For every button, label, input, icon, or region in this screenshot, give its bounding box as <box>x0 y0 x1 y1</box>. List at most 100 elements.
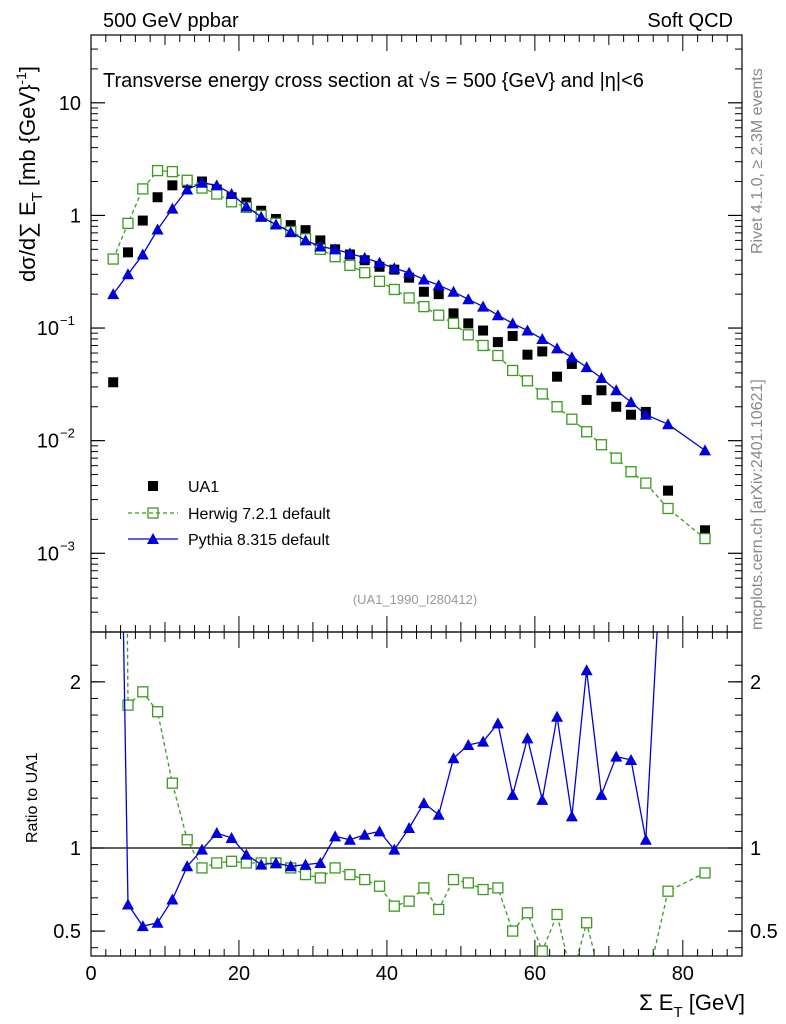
ratio-point-1 <box>491 717 504 729</box>
main-point-2 <box>121 268 134 280</box>
main-point-2 <box>314 240 327 252</box>
main-point-0 <box>478 325 489 336</box>
main-y-tick-label: 10 <box>37 318 59 340</box>
x-tick-label: 80 <box>672 963 694 985</box>
legend-herwig-label: Herwig 7.2.1 default <box>188 506 331 523</box>
main-point-0 <box>492 337 503 348</box>
main-point-1 <box>492 349 504 362</box>
ratio-y-tick-label-right: 0.5 <box>750 921 778 943</box>
ratio-point-0 <box>596 976 606 986</box>
main-point-2 <box>610 384 623 396</box>
ratio-point-0 <box>551 908 563 921</box>
main-point-2 <box>343 247 356 259</box>
main-point-1 <box>595 439 608 451</box>
ratio-point-1 <box>225 832 238 844</box>
main-point-0 <box>552 371 563 382</box>
ratio-point-1 <box>195 843 208 855</box>
main-point-2 <box>699 444 712 456</box>
main-point-2 <box>195 176 208 188</box>
main-point-1 <box>403 292 415 304</box>
ratio-point-1 <box>358 828 371 840</box>
ratio-y-tick-label-right: 1 <box>750 838 761 860</box>
ratio-point-0 <box>181 834 193 846</box>
ratio-y-tick-label: 1 <box>70 838 81 860</box>
main-point-2 <box>639 408 652 420</box>
main-y-tick-exponent: −2 <box>60 426 75 441</box>
main-point-1 <box>477 339 489 352</box>
ratio-point-1 <box>151 916 164 928</box>
main-point-1 <box>536 388 548 400</box>
ratio-point-0 <box>567 973 577 983</box>
ratio-y-tick-label: 2 <box>70 672 81 694</box>
main-point-2 <box>166 202 179 214</box>
ratio-point-0 <box>507 925 519 937</box>
main-point-1 <box>462 329 474 341</box>
main-point-2 <box>625 396 638 408</box>
ratio-point-0 <box>166 777 179 789</box>
main-point-1 <box>551 401 563 413</box>
ratio-point-0 <box>492 882 504 894</box>
ratio-point-0 <box>196 862 208 874</box>
main-point-1 <box>151 164 164 177</box>
ratio-point-1 <box>329 830 342 842</box>
ratio-point-0 <box>388 900 400 912</box>
ratio-point-1 <box>403 822 416 834</box>
main-point-2 <box>329 243 342 255</box>
main-point-2 <box>580 361 593 373</box>
ratio-point-1 <box>388 843 401 855</box>
main-point-0 <box>315 235 326 246</box>
legend-ua1-marker <box>148 481 158 491</box>
main-point-2 <box>565 351 578 363</box>
main-point-2 <box>240 200 253 212</box>
ratio-point-1 <box>521 732 534 744</box>
main-point-1 <box>388 283 400 296</box>
ratio-point-1 <box>565 810 578 822</box>
ratio-point-1 <box>595 788 608 800</box>
legend-pythia-label: Pythia 8.315 default <box>188 532 330 549</box>
main-point-1 <box>122 217 134 230</box>
ratio-point-1 <box>610 750 623 762</box>
main-point-0 <box>537 346 548 357</box>
main-point-1 <box>166 165 179 178</box>
main-point-0 <box>137 215 148 226</box>
main-point-2 <box>373 256 386 268</box>
ratio-point-1 <box>580 664 593 676</box>
x-axis-ticks: 0 20 40 60 80 <box>85 35 743 985</box>
main-point-1 <box>521 375 534 387</box>
main-point-0 <box>596 385 607 396</box>
main-point-1 <box>418 300 430 313</box>
main-point-0 <box>507 330 518 341</box>
ratio-point-0 <box>344 868 356 881</box>
main-point-0 <box>448 308 459 319</box>
main-point-0 <box>122 247 133 258</box>
main-point-1 <box>344 259 356 272</box>
ratio-point-1 <box>699 177 711 188</box>
main-point-0 <box>522 349 533 360</box>
side-mcplots-label: mcplots.cern.ch [arXiv:2401.10621] <box>749 379 766 630</box>
legend: UA1 Herwig 7.2.1 default Pythia 8.315 de… <box>128 479 331 549</box>
main-point-2 <box>225 187 238 199</box>
main-point-2 <box>403 266 416 278</box>
main-point-2 <box>417 273 430 285</box>
ratio-point-1 <box>255 858 268 870</box>
x-axis-label: Σ ET [GeV] <box>639 990 745 1021</box>
main-point-0 <box>108 377 119 388</box>
main-point-2 <box>255 210 268 222</box>
main-point-2 <box>107 288 120 300</box>
ratio-point-0 <box>580 917 593 929</box>
main-y-tick-label: 1 <box>70 205 81 227</box>
main-point-1 <box>137 183 149 195</box>
ratio-point-1 <box>477 735 490 747</box>
ratio-point-0 <box>662 885 674 897</box>
ratio-point-0 <box>373 880 386 892</box>
ratio-point-0 <box>477 883 489 896</box>
main-y-tick-label: 10 <box>59 93 81 115</box>
main-point-1 <box>507 364 519 377</box>
main-point-0 <box>300 225 311 236</box>
ratio-y-label: Ratio to UA1 <box>24 752 41 843</box>
ratio-point-0 <box>329 862 341 874</box>
main-point-0 <box>433 289 444 300</box>
main-point-0 <box>566 358 577 369</box>
main-point-0 <box>152 192 163 203</box>
